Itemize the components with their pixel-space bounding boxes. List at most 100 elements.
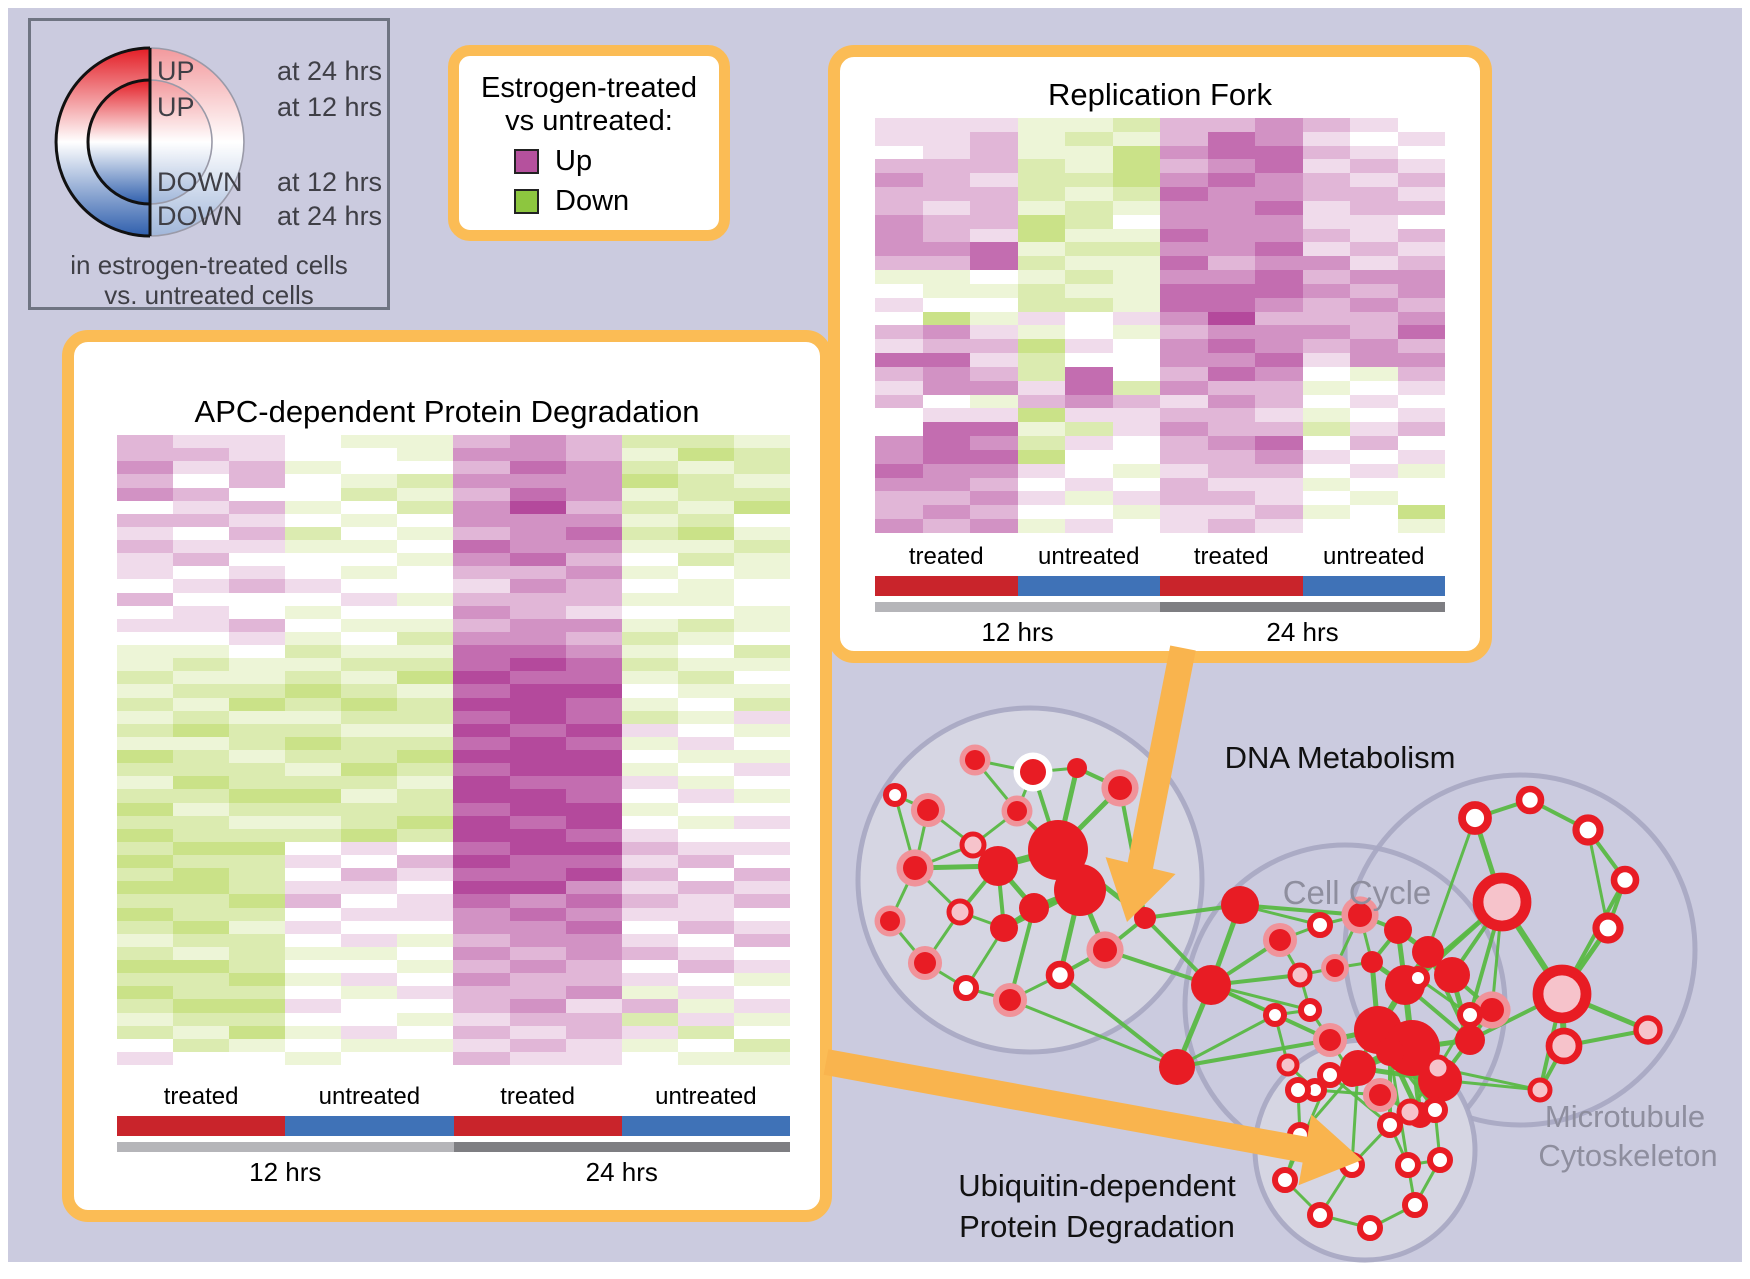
heatmap-cell xyxy=(677,1038,734,1052)
ring-legend-word: DOWN xyxy=(157,201,243,231)
heatmap-row xyxy=(117,684,790,698)
heatmap-cell xyxy=(453,658,510,672)
heatmap-cell xyxy=(173,973,230,987)
heatmap-cell xyxy=(621,789,678,803)
heatmap-cell xyxy=(1397,131,1445,146)
heatmap-cell xyxy=(1397,118,1445,132)
heatmap-cell xyxy=(397,1012,454,1026)
heatmap-cell xyxy=(117,776,174,790)
heatmap-cell xyxy=(509,684,566,698)
heatmap-cell xyxy=(922,228,970,243)
heatmap-cell xyxy=(621,736,678,750)
heatmap-cell xyxy=(1207,505,1255,520)
heatmap-cell xyxy=(1207,131,1255,146)
heatmap-cell xyxy=(621,855,678,869)
heatmap-row xyxy=(117,435,790,449)
heatmap-cell xyxy=(733,526,790,540)
heatmap-cell xyxy=(970,242,1018,257)
heatmap-cell xyxy=(733,566,790,580)
heatmap-cell xyxy=(1065,436,1113,450)
heatmap-cell xyxy=(341,986,398,1000)
heatmap-cell xyxy=(1207,283,1255,298)
heatmap-cell xyxy=(1065,408,1113,423)
heatmap-cell xyxy=(733,881,790,895)
heatmap-cell xyxy=(1112,339,1160,354)
heatmap-row xyxy=(875,311,1445,326)
heatmap-cell xyxy=(397,920,454,934)
heatmap-cell xyxy=(341,605,398,619)
heatmap-cell xyxy=(1255,422,1303,437)
heatmap-cell xyxy=(1350,422,1398,437)
heatmap-cell xyxy=(1255,477,1303,492)
heatmap-cell xyxy=(229,946,286,960)
heatmap-row xyxy=(875,339,1445,354)
heatmap-cell xyxy=(117,723,174,737)
heatmap-cell xyxy=(117,526,174,540)
heatmap-row xyxy=(875,187,1445,201)
heatmap-row xyxy=(117,815,790,829)
heatmap-cell xyxy=(677,802,734,816)
heatmap-cell xyxy=(677,920,734,934)
heatmap-cell xyxy=(1302,449,1350,464)
heatmap-cell xyxy=(1302,145,1350,160)
heatmap-cell xyxy=(733,802,790,816)
condition-label: treated xyxy=(908,543,984,570)
heatmap-cell xyxy=(173,960,230,974)
heatmap-cell xyxy=(285,828,342,842)
heatmap-cell xyxy=(173,448,230,462)
heatmap-cell xyxy=(453,999,510,1013)
heatmap-cell xyxy=(733,986,790,1000)
heatmap-cell xyxy=(1207,422,1255,437)
heatmap-cell xyxy=(1350,477,1398,492)
heatmap-cell xyxy=(565,894,622,908)
heatmap-cell xyxy=(621,658,678,672)
heatmap-cell xyxy=(229,461,286,475)
heatmap-cell xyxy=(453,868,510,882)
heatmap-cell xyxy=(173,592,230,606)
heatmap-row xyxy=(875,422,1445,437)
heatmap-cell xyxy=(285,579,342,593)
heatmap-cell xyxy=(922,256,970,271)
heatmap-cell xyxy=(621,881,678,895)
heatmap-cell xyxy=(341,684,398,698)
heatmap-cell xyxy=(970,159,1018,174)
heatmap-cell xyxy=(397,1051,454,1065)
heatmap-cell xyxy=(565,500,622,514)
heatmap-cell xyxy=(341,868,398,882)
heatmap-cell xyxy=(1065,353,1113,367)
heatmap-cell xyxy=(733,540,790,554)
heatmap-cell xyxy=(677,435,734,449)
heatmap-cell xyxy=(117,1025,174,1039)
heatmap-cell xyxy=(970,436,1018,450)
heatmap-cell xyxy=(621,566,678,580)
heatmap-cell xyxy=(922,131,970,146)
treated-bar xyxy=(453,1116,622,1136)
heatmap-cell xyxy=(677,763,734,777)
heatmap-cell xyxy=(173,631,230,645)
heatmap-cell xyxy=(229,1038,286,1052)
heatmap-cell xyxy=(677,487,734,501)
heatmap-cell xyxy=(1207,145,1255,160)
heatmap-cell xyxy=(1017,145,1065,160)
heatmap-cell xyxy=(229,1051,286,1065)
heatmap-cell xyxy=(229,435,286,449)
heatmap-cell xyxy=(733,1051,790,1065)
heatmap-cell xyxy=(1302,118,1350,132)
heatmap-cell xyxy=(1160,366,1208,381)
heatmap-cell xyxy=(1255,118,1303,132)
heatmap-cell xyxy=(733,973,790,987)
heatmap-cell xyxy=(229,631,286,645)
condition-label: untreated xyxy=(318,1083,421,1110)
heatmap-row xyxy=(117,500,790,514)
heatmap-cell xyxy=(1017,270,1065,284)
heatmap-cell xyxy=(1017,214,1065,229)
heatmap-cell xyxy=(621,802,678,816)
heatmap-cell xyxy=(173,920,230,934)
heatmap-row xyxy=(117,1012,790,1026)
heatmap-cell xyxy=(875,408,923,423)
heatmap-cell xyxy=(565,750,622,764)
heatmap-cell xyxy=(341,631,398,645)
heatmap-cell xyxy=(677,526,734,540)
heatmap-cell xyxy=(173,750,230,764)
heatmap-cell xyxy=(453,631,510,645)
